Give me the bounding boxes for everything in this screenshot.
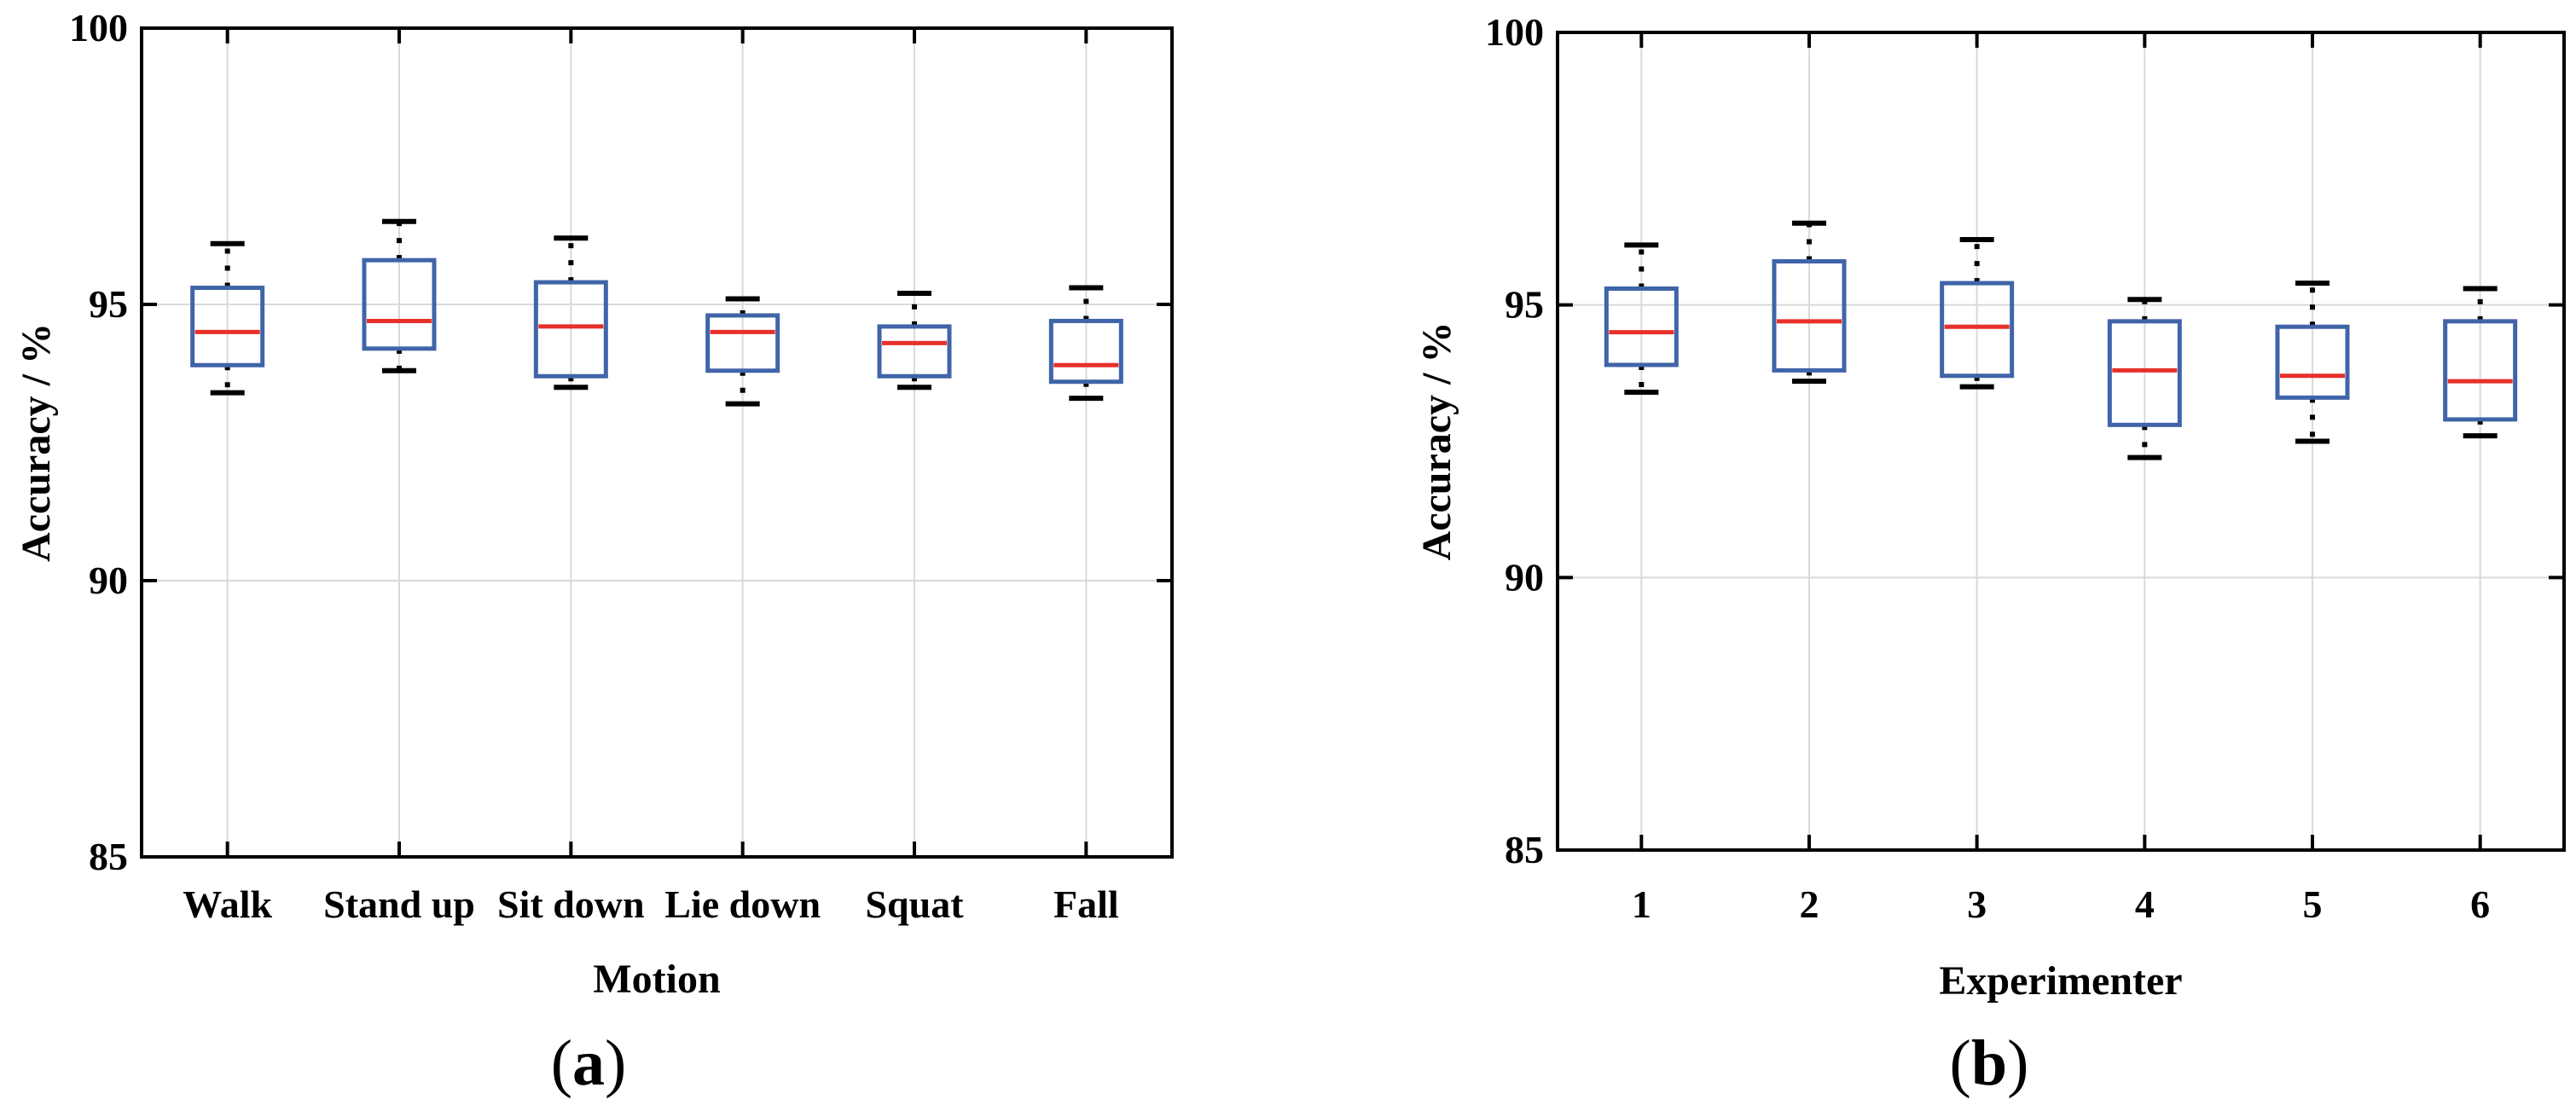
iqr-box	[362, 257, 437, 351]
x-tick-label: Fall	[1053, 882, 1119, 926]
caption-close-paren: )	[2007, 1027, 2028, 1099]
y-tick-label: 95	[1505, 283, 1544, 327]
box-4	[2107, 297, 2182, 460]
x-tick-label: 5	[2303, 882, 2323, 926]
iqr-box	[1604, 286, 1679, 367]
y-tick-label: 90	[89, 558, 128, 602]
panel-a: 85 90 95 100 Walk Stand up Sit down Lie down Squ…	[14, 6, 1174, 1099]
x-tick-label: Stand up	[323, 882, 475, 926]
x-tick-label: Lie down	[664, 882, 821, 926]
y-tick-label: 100	[1485, 10, 1544, 54]
box-3	[1940, 236, 2015, 390]
x-axis-label: Experimenter	[1939, 958, 2182, 1004]
iqr-box	[1940, 281, 2015, 379]
box-1	[190, 240, 265, 396]
x-axis-label: Motion	[593, 957, 720, 1002]
y-axis-label: Accuracy / %	[1414, 322, 1459, 561]
iqr-box	[1772, 259, 1847, 373]
x-tick-label: Sit down	[497, 882, 645, 926]
plot-frame	[140, 26, 1174, 859]
box-5	[877, 291, 952, 391]
caption-open-paren: (	[1950, 1027, 1971, 1099]
box-5	[2275, 281, 2350, 444]
iqr-box	[1048, 318, 1123, 385]
iqr-box	[2443, 319, 2518, 422]
plot-frame	[1556, 31, 2566, 852]
iqr-box	[190, 286, 265, 367]
x-tick-label: 3	[1967, 882, 1987, 926]
iqr-box	[2275, 324, 2350, 400]
y-axis-label: Accuracy / %	[14, 323, 59, 562]
y-tick-label: 90	[1505, 555, 1544, 599]
x-tick-label: 1	[1632, 882, 1651, 926]
panel-caption: (b)	[1950, 1027, 2029, 1099]
iqr-box	[705, 313, 780, 373]
y-tick-label: 95	[89, 282, 128, 326]
caption-letter: a	[572, 1027, 605, 1099]
y-tick-label: 85	[89, 835, 128, 878]
panel-b: 85 90 95 100 1 2 3 4 5 6 Experimenter Accuracy / % (…	[1414, 10, 2566, 1099]
x-tick-label: Walk	[183, 882, 272, 926]
x-tick-label: 4	[2135, 882, 2155, 926]
y-tick-label: 85	[1505, 828, 1544, 871]
caption-letter: b	[1971, 1027, 2007, 1099]
caption-open-paren: (	[551, 1027, 572, 1099]
y-tick-label: 100	[69, 6, 128, 49]
box-4	[705, 296, 780, 407]
box-6	[2443, 286, 2518, 439]
box-3	[533, 235, 608, 391]
box-6	[1048, 285, 1123, 402]
box-2	[1772, 220, 1847, 385]
iqr-box	[533, 280, 608, 379]
x-tick-label: Squat	[865, 882, 964, 926]
caption-close-paren: )	[605, 1027, 626, 1099]
iqr-box	[877, 324, 952, 379]
box-2	[362, 218, 437, 373]
box-1	[1604, 242, 1679, 395]
iqr-box	[2107, 319, 2182, 427]
x-tick-label: 6	[2470, 882, 2490, 926]
panel-caption: (a)	[551, 1027, 627, 1099]
x-tick-label: 2	[1800, 882, 1819, 926]
